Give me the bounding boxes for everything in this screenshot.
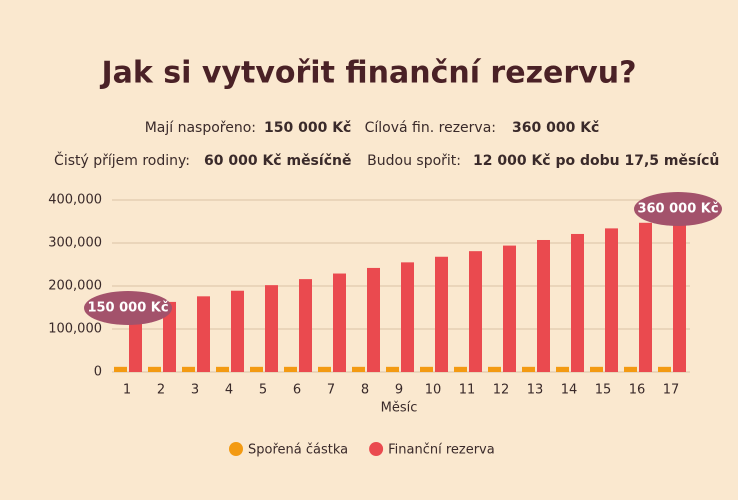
callout-label: 360 000 Kč xyxy=(637,202,718,217)
x-tick-label: 8 xyxy=(361,383,369,398)
bar xyxy=(114,366,127,372)
bar xyxy=(605,228,618,372)
info-value: 12 000 Kč po dobu 17,5 měsíců xyxy=(473,152,719,169)
x-tick-label: 5 xyxy=(259,383,267,398)
x-tick-label: 14 xyxy=(561,383,578,398)
bar xyxy=(197,296,210,372)
bar xyxy=(639,222,652,372)
info-value: 360 000 Kč xyxy=(512,120,599,136)
bar xyxy=(624,366,637,372)
y-tick-label: 200,000 xyxy=(48,279,102,294)
x-tick-label: 1 xyxy=(123,383,131,398)
x-tick-label: 15 xyxy=(595,383,612,398)
x-tick-label: 16 xyxy=(629,383,646,398)
info-label: Cílová fin. rezerva: xyxy=(365,120,496,136)
x-tick-label: 6 xyxy=(293,383,301,398)
bar xyxy=(163,301,176,372)
x-tick-label: 7 xyxy=(327,383,335,398)
x-tick-label: 12 xyxy=(493,383,510,398)
x-tick-label: 2 xyxy=(157,383,165,398)
x-tick-label: 4 xyxy=(225,383,233,398)
bar xyxy=(250,366,263,372)
bar xyxy=(299,279,312,372)
info-label: Budou spořit: xyxy=(367,153,461,169)
y-tick-label: 300,000 xyxy=(48,236,102,251)
bar xyxy=(556,366,569,372)
bar xyxy=(231,290,244,372)
bar xyxy=(571,233,584,372)
bar xyxy=(367,267,380,372)
info-value: 60 000 Kč měsíčně xyxy=(204,153,351,169)
y-tick-label: 400,000 xyxy=(48,193,102,208)
x-axis-label: Měsíc xyxy=(381,401,418,416)
x-tick-label: 10 xyxy=(425,383,442,398)
bar xyxy=(386,366,399,372)
bar xyxy=(182,366,195,372)
bar xyxy=(469,251,482,372)
legend-label: Finanční rezerva xyxy=(388,443,495,458)
legend-label: Spořená částka xyxy=(248,443,348,458)
callout-label: 150 000 Kč xyxy=(87,301,168,316)
x-tick-label: 17 xyxy=(663,383,680,398)
bar xyxy=(522,366,535,372)
bar xyxy=(673,217,686,372)
y-tick-label: 100,000 xyxy=(48,322,102,337)
bar xyxy=(590,366,603,372)
bar xyxy=(148,366,161,372)
legend-marker xyxy=(229,442,243,456)
callout-bubble xyxy=(634,192,722,226)
x-tick-label: 13 xyxy=(527,383,544,398)
bar xyxy=(537,239,550,372)
bar xyxy=(503,245,516,372)
bar xyxy=(435,256,448,372)
bar xyxy=(401,262,414,372)
bar xyxy=(658,366,671,372)
bar xyxy=(488,366,501,372)
legend-marker xyxy=(369,442,384,456)
chart-title: Jak si vytvořit finanční rezervu? xyxy=(100,56,637,91)
bar xyxy=(333,273,346,372)
bar xyxy=(216,366,229,372)
x-tick-label: 11 xyxy=(459,383,476,398)
bar xyxy=(284,366,297,372)
info-label: Čistý příjem rodiny: xyxy=(54,151,190,169)
y-tick-label: 0 xyxy=(94,365,102,380)
bar xyxy=(352,366,365,372)
info-value: 150 000 Kč xyxy=(264,120,351,136)
bar xyxy=(318,366,331,372)
callout-bubble xyxy=(84,291,172,325)
bar xyxy=(454,366,467,372)
info-label: Mají naspořeno: xyxy=(145,120,256,136)
bar xyxy=(420,366,433,372)
x-tick-label: 9 xyxy=(395,383,403,398)
bar xyxy=(265,285,278,372)
x-tick-label: 3 xyxy=(191,383,199,398)
